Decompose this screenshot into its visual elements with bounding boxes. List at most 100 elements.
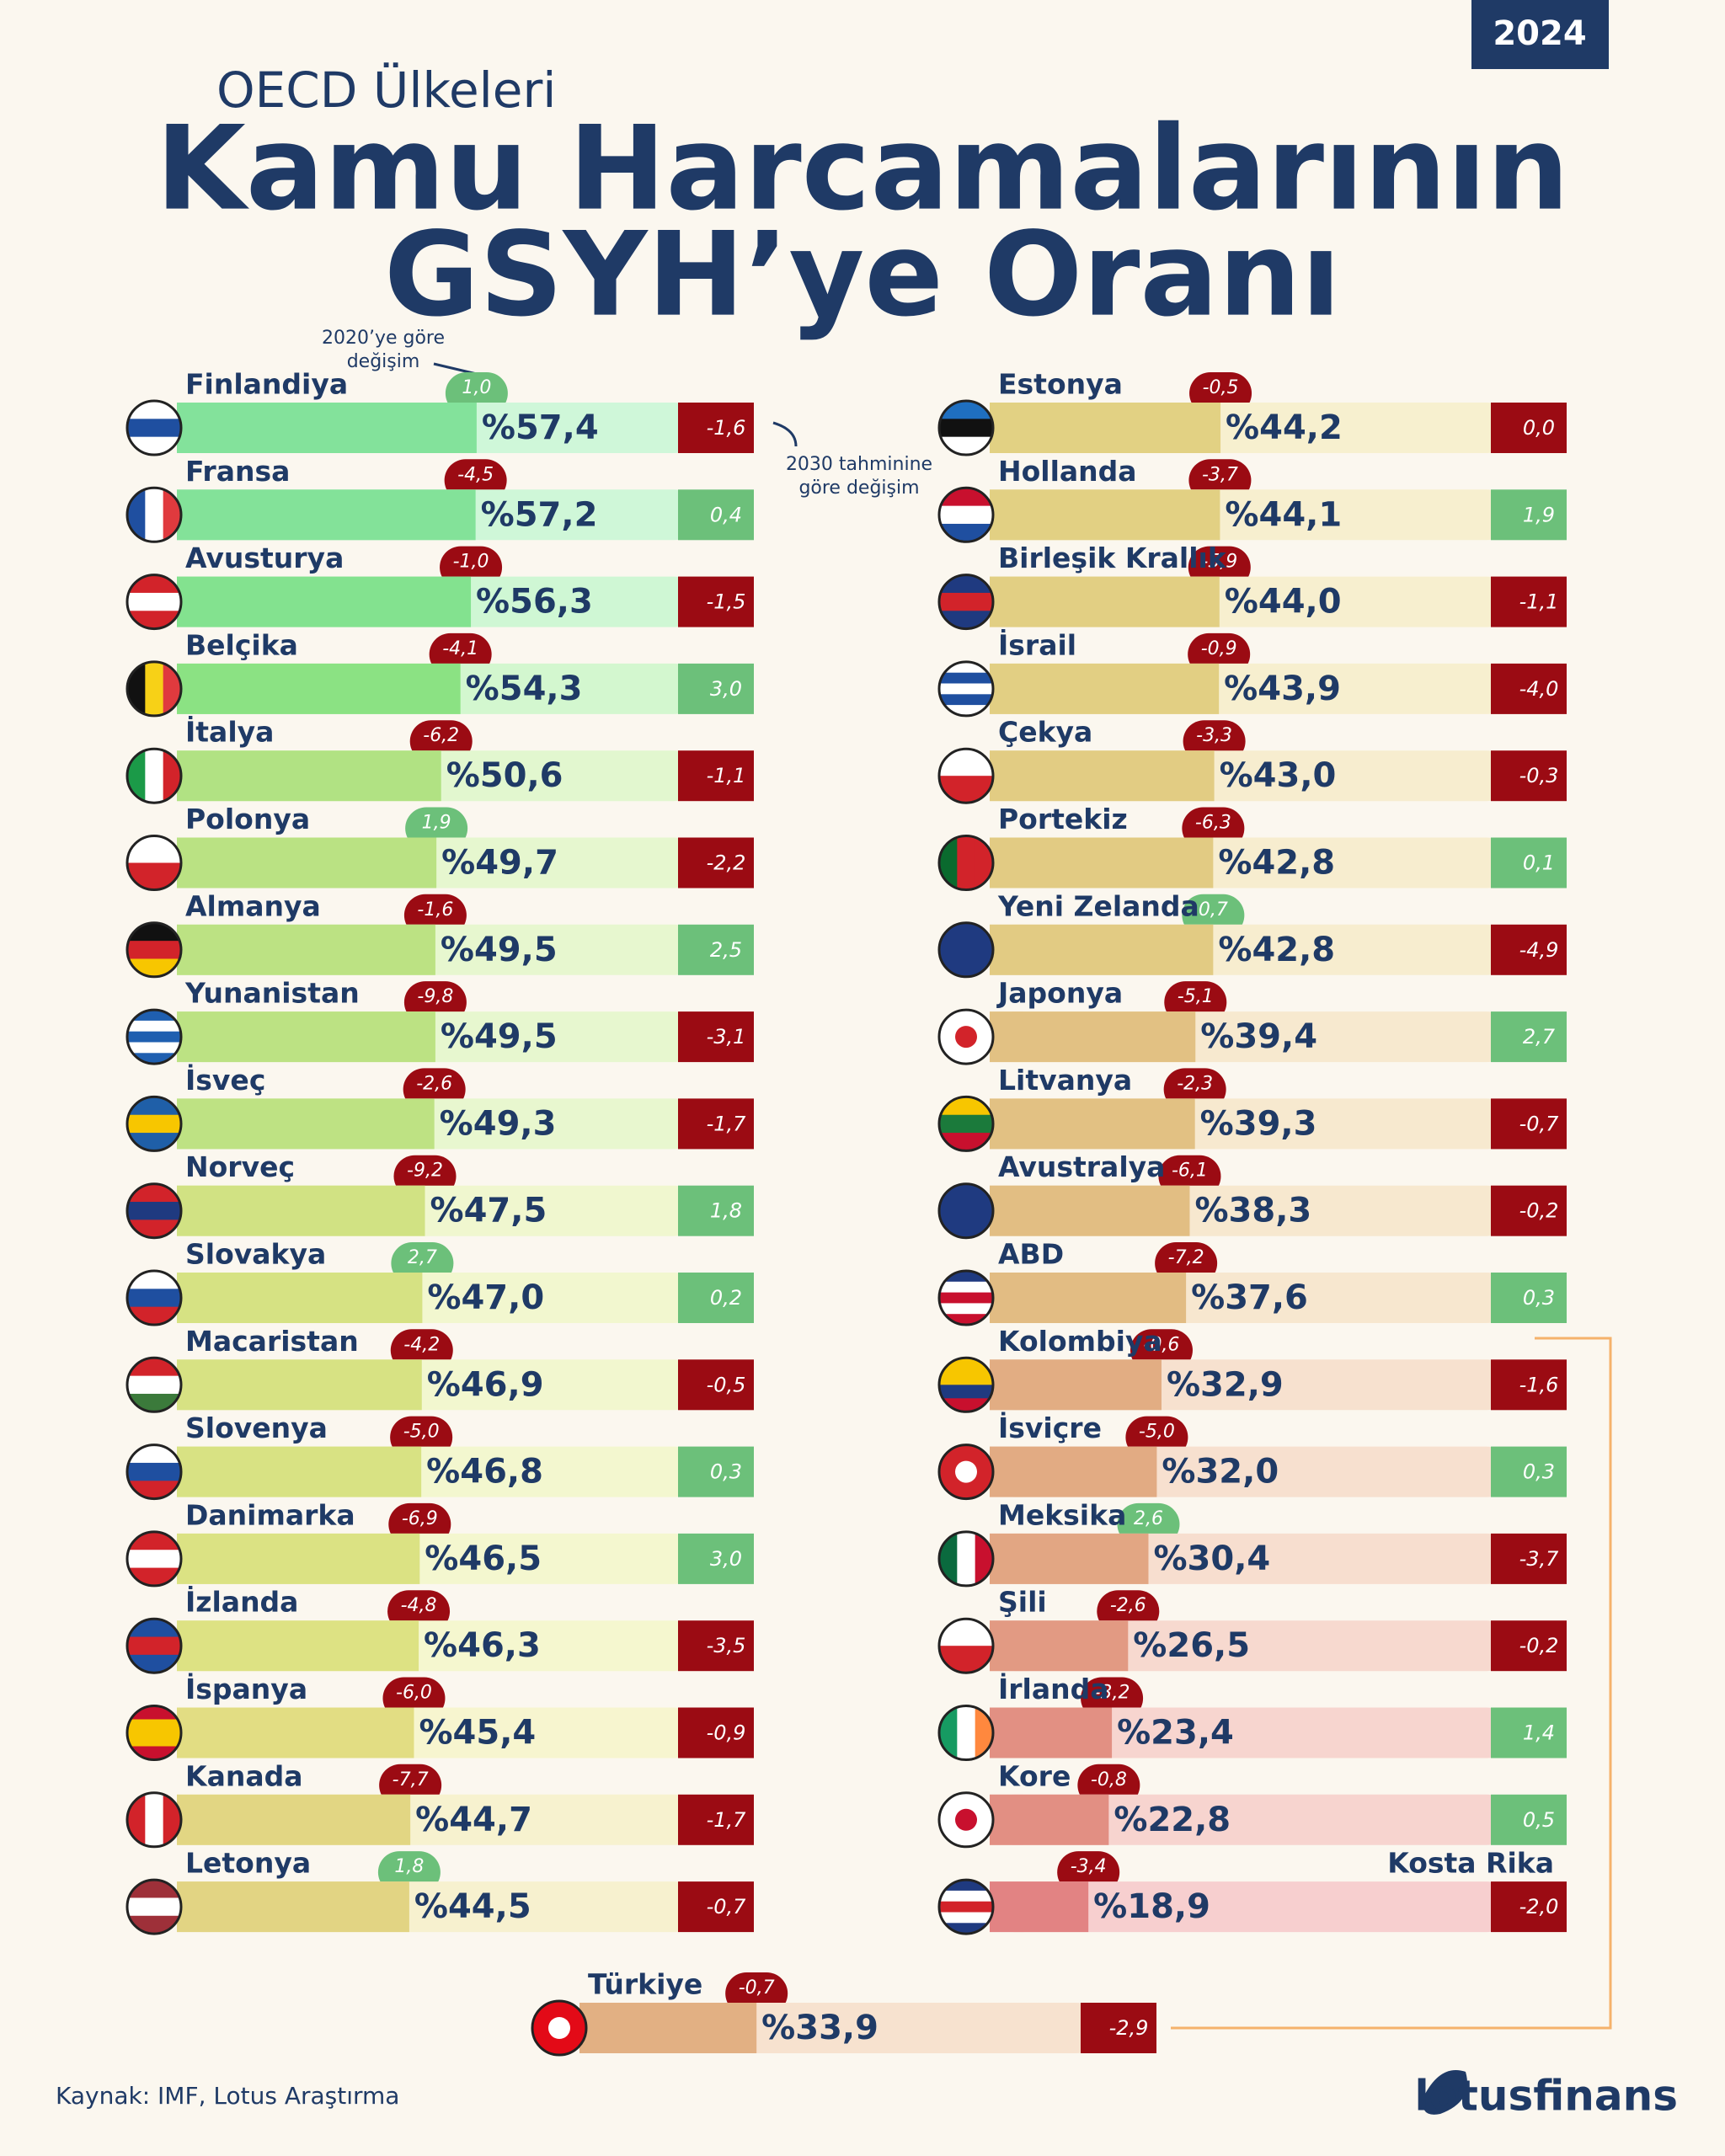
flag-border: [937, 660, 995, 718]
flag-part: [127, 1636, 181, 1656]
value-label: %44,1: [1225, 495, 1342, 534]
country-name: Kolombiya: [998, 1325, 1162, 1358]
flag-part: [939, 1281, 993, 1294]
change-2030-box: [678, 663, 754, 714]
change-2030-box: [678, 1620, 754, 1672]
change-2020-label: -1,6: [417, 899, 453, 921]
country-name: Fransa: [185, 455, 290, 488]
flag-border: [126, 1878, 183, 1935]
country-name: İrlanda: [998, 1672, 1109, 1705]
change-2030-label: -4,0: [1519, 677, 1559, 701]
bar-row: -2,6 %26,5 -0,2 Şili: [937, 1586, 1567, 1674]
change-2030-label: 0,0: [1523, 416, 1555, 440]
value-label: %43,9: [1224, 670, 1341, 708]
change-2020-label: -0,6: [1144, 1334, 1180, 1355]
flag-border: [126, 1008, 183, 1065]
change-2030-box: [1491, 576, 1567, 627]
bar-row: -0,6 %32,9 -1,6 Kolombiya: [937, 1325, 1567, 1413]
change-2030-box: [1491, 1446, 1567, 1497]
flag: [939, 922, 993, 977]
flag-part: [957, 1705, 976, 1760]
country-name: Portekiz: [998, 803, 1128, 835]
flag-part: [127, 1732, 181, 1747]
flag-part: [145, 749, 164, 803]
country-name: Slovenya: [185, 1412, 328, 1444]
value-label: %44,2: [1226, 408, 1343, 447]
flag-border: [937, 1791, 995, 1849]
value-label: %44,5: [414, 1887, 531, 1926]
bar: [990, 1098, 1195, 1150]
value-label: %49,7: [441, 844, 558, 883]
bar-row: -1,6 %49,5 2,5 Almanya: [126, 889, 754, 979]
source: Kaynak: IMF, Lotus Araştırma: [56, 2082, 399, 2110]
change-2020-label: -0,8: [1091, 1769, 1127, 1790]
value-label: %37,6: [1191, 1278, 1308, 1317]
change-2030-label: -0,5: [707, 1373, 746, 1396]
country-name: Kanada: [185, 1759, 303, 1792]
flag-part: [939, 1292, 993, 1304]
value-label: %18,9: [1093, 1887, 1210, 1926]
bar-row: 0,7 %42,8 -4,9 Yeni Zelanda: [937, 889, 1567, 979]
flag-border: [937, 574, 995, 631]
bar: [990, 1273, 1187, 1323]
change-2030-label: -0,7: [1519, 1112, 1560, 1135]
change-2030-box: [678, 1011, 754, 1063]
flag-border: [937, 1444, 995, 1501]
bar-row: -7,7 %44,7 -1,7 Kanada: [126, 1759, 754, 1849]
bar: [990, 1446, 1157, 1497]
bar-row: -6,0 %45,4 -0,9 İspanya: [126, 1672, 754, 1761]
bar-row: -4,5 %57,2 0,4 Fransa: [126, 455, 754, 543]
flag: [939, 1792, 993, 1847]
bar: [579, 2003, 757, 2053]
annotation: 2020’ye göre değişim: [321, 328, 446, 372]
bar-row: -5,0 %32,0 0,3 İsviçre: [937, 1411, 1567, 1501]
bar-row: -4,8 %46,3 -3,5 İzlanda: [126, 1585, 754, 1674]
change-2030-label: 1,9: [1523, 503, 1555, 526]
change-2030-box: [1491, 1533, 1567, 1584]
bar: [990, 1794, 1109, 1845]
country-name: Letonya: [185, 1847, 311, 1880]
flag-part: [955, 1808, 977, 1831]
flag-part: [939, 592, 993, 611]
change-2030-label: 0,2: [710, 1286, 742, 1310]
bar: [177, 1533, 420, 1584]
change-2030-label: -1,6: [707, 416, 746, 440]
flag-part: [939, 1912, 993, 1924]
bar-row: -2,3 %39,3 -0,7 Litvanya: [937, 1064, 1567, 1152]
change-2030-label: -2,9: [1109, 2016, 1149, 2040]
bar-row: 2,6 %30,4 -3,7 Meksika: [937, 1498, 1567, 1588]
country-name: Estonya: [998, 368, 1123, 401]
bar: [177, 1273, 423, 1323]
change-2030-box: [1491, 1011, 1567, 1063]
change-2020-label: -6,9: [402, 1508, 438, 1529]
bar-row: -5,9 %44,0 -1,1 Birleşik Krallık: [937, 542, 1567, 631]
change-2030-label: -1,7: [707, 1112, 747, 1135]
change-2020-label: -4,5: [457, 464, 494, 485]
annotation-arrow: [772, 421, 798, 447]
flag-border: [126, 921, 183, 979]
flag-part: [548, 2017, 570, 2039]
change-2030-box: [678, 924, 754, 975]
flag-border: [126, 399, 183, 456]
flag-border: [937, 486, 995, 543]
flag-border: [126, 1269, 183, 1326]
bar-row: -6,1 %38,3 -0,2 Avustralya: [937, 1150, 1567, 1240]
flag-border: [531, 1999, 588, 2057]
flag-part: [939, 672, 993, 684]
flag-part: [127, 1020, 181, 1033]
change-2020-label: -9,8: [417, 986, 453, 1007]
bar: [990, 1359, 1162, 1411]
country-name: Litvanya: [998, 1064, 1132, 1097]
change-2030-box: [1491, 1273, 1567, 1323]
bar-track: [990, 1881, 1512, 1933]
flag-border: [126, 1617, 183, 1674]
flag-border: [937, 1617, 995, 1674]
flag-border: [937, 747, 995, 804]
country-name: İspanya: [185, 1672, 307, 1705]
change-2020-label: -6,1: [1172, 1161, 1208, 1182]
value-label: %42,8: [1218, 931, 1335, 969]
value-label: %23,4: [1117, 1714, 1234, 1753]
bar: [177, 1794, 411, 1845]
change-2030-label: -1,5: [707, 590, 746, 614]
